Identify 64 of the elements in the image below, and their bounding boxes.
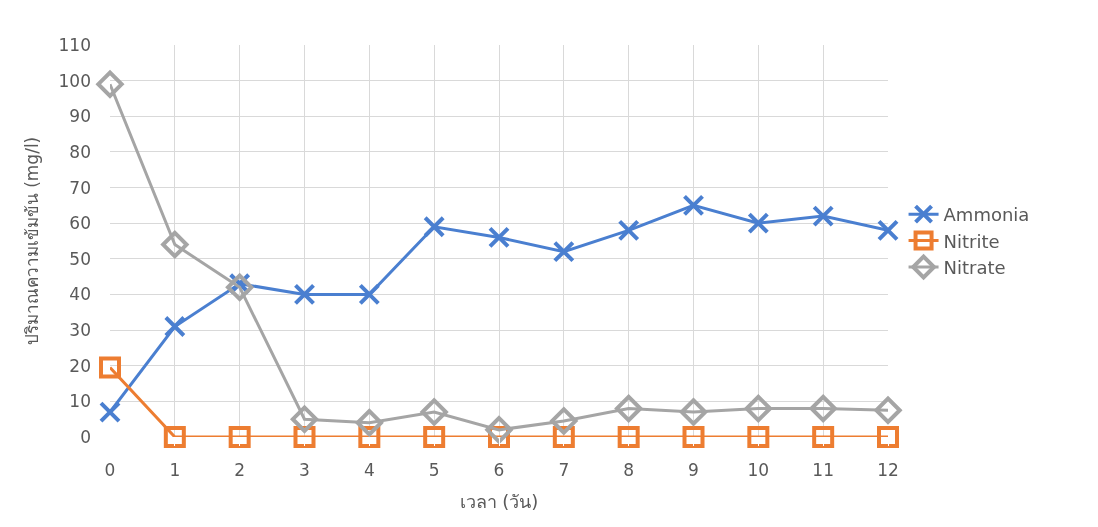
point	[290, 405, 319, 433]
point	[877, 219, 899, 242]
point	[744, 394, 773, 423]
x-tick-label: 7	[558, 460, 570, 481]
x-tick-label: 12	[877, 460, 899, 481]
y-tick-label: 70	[69, 177, 91, 198]
point	[161, 230, 189, 259]
x-tick-label: 1	[169, 460, 181, 481]
point	[293, 283, 316, 306]
point	[485, 416, 513, 444]
x-tick-label: 4	[363, 460, 375, 481]
y-tick-label: 110	[58, 34, 91, 55]
point	[96, 70, 124, 98]
point	[747, 426, 770, 448]
x-tick-label: 3	[299, 460, 310, 481]
point	[423, 215, 446, 238]
x-tick-label: 5	[428, 460, 440, 481]
x-tick-label: 2	[234, 460, 246, 481]
x-tick-label: 6	[493, 460, 505, 481]
y-axis-title: ปริมาณความเข้มข้น (mg/l)	[22, 136, 43, 346]
x-tick-label: 9	[688, 460, 699, 481]
y-tick-label: 50	[69, 248, 91, 269]
point	[358, 283, 381, 306]
point	[488, 226, 510, 249]
point	[874, 396, 902, 424]
point	[682, 426, 705, 448]
x-tick-label: 11	[812, 460, 834, 481]
legend-label: Ammonia	[943, 204, 1030, 226]
point	[812, 205, 835, 228]
point	[99, 356, 121, 379]
y-tick-label: 90	[69, 106, 91, 127]
point	[617, 426, 640, 448]
point	[228, 426, 251, 448]
y-tick-label: 80	[69, 141, 91, 162]
legend-label: Nitrate	[943, 257, 1006, 279]
point	[423, 426, 446, 448]
point	[163, 426, 186, 448]
point	[225, 273, 254, 302]
x-tick-label: 8	[623, 460, 635, 481]
x-tick-label: 10	[747, 460, 770, 481]
point	[809, 394, 837, 423]
point	[617, 219, 640, 242]
y-tick-label: 40	[69, 284, 91, 305]
y-tick-label: 60	[69, 213, 91, 234]
legend-label: Nitrite	[943, 230, 1000, 252]
point	[679, 398, 708, 426]
point	[550, 407, 578, 435]
point	[552, 240, 575, 263]
x-tick-label: 0	[104, 460, 116, 481]
point	[99, 401, 121, 424]
y-tick-label: 20	[69, 355, 91, 376]
point	[163, 315, 186, 338]
point	[877, 426, 899, 448]
point	[614, 394, 643, 423]
y-tick-label: 0	[80, 426, 91, 447]
x-axis-title: เวลา (วัน)	[459, 490, 539, 512]
point	[420, 398, 448, 426]
point	[747, 212, 770, 235]
point	[355, 409, 384, 437]
point	[682, 194, 705, 217]
y-tick-label: 30	[69, 320, 91, 341]
y-tick-label: 100	[58, 70, 91, 91]
point	[812, 426, 835, 448]
y-tick-label: 10	[69, 391, 91, 412]
